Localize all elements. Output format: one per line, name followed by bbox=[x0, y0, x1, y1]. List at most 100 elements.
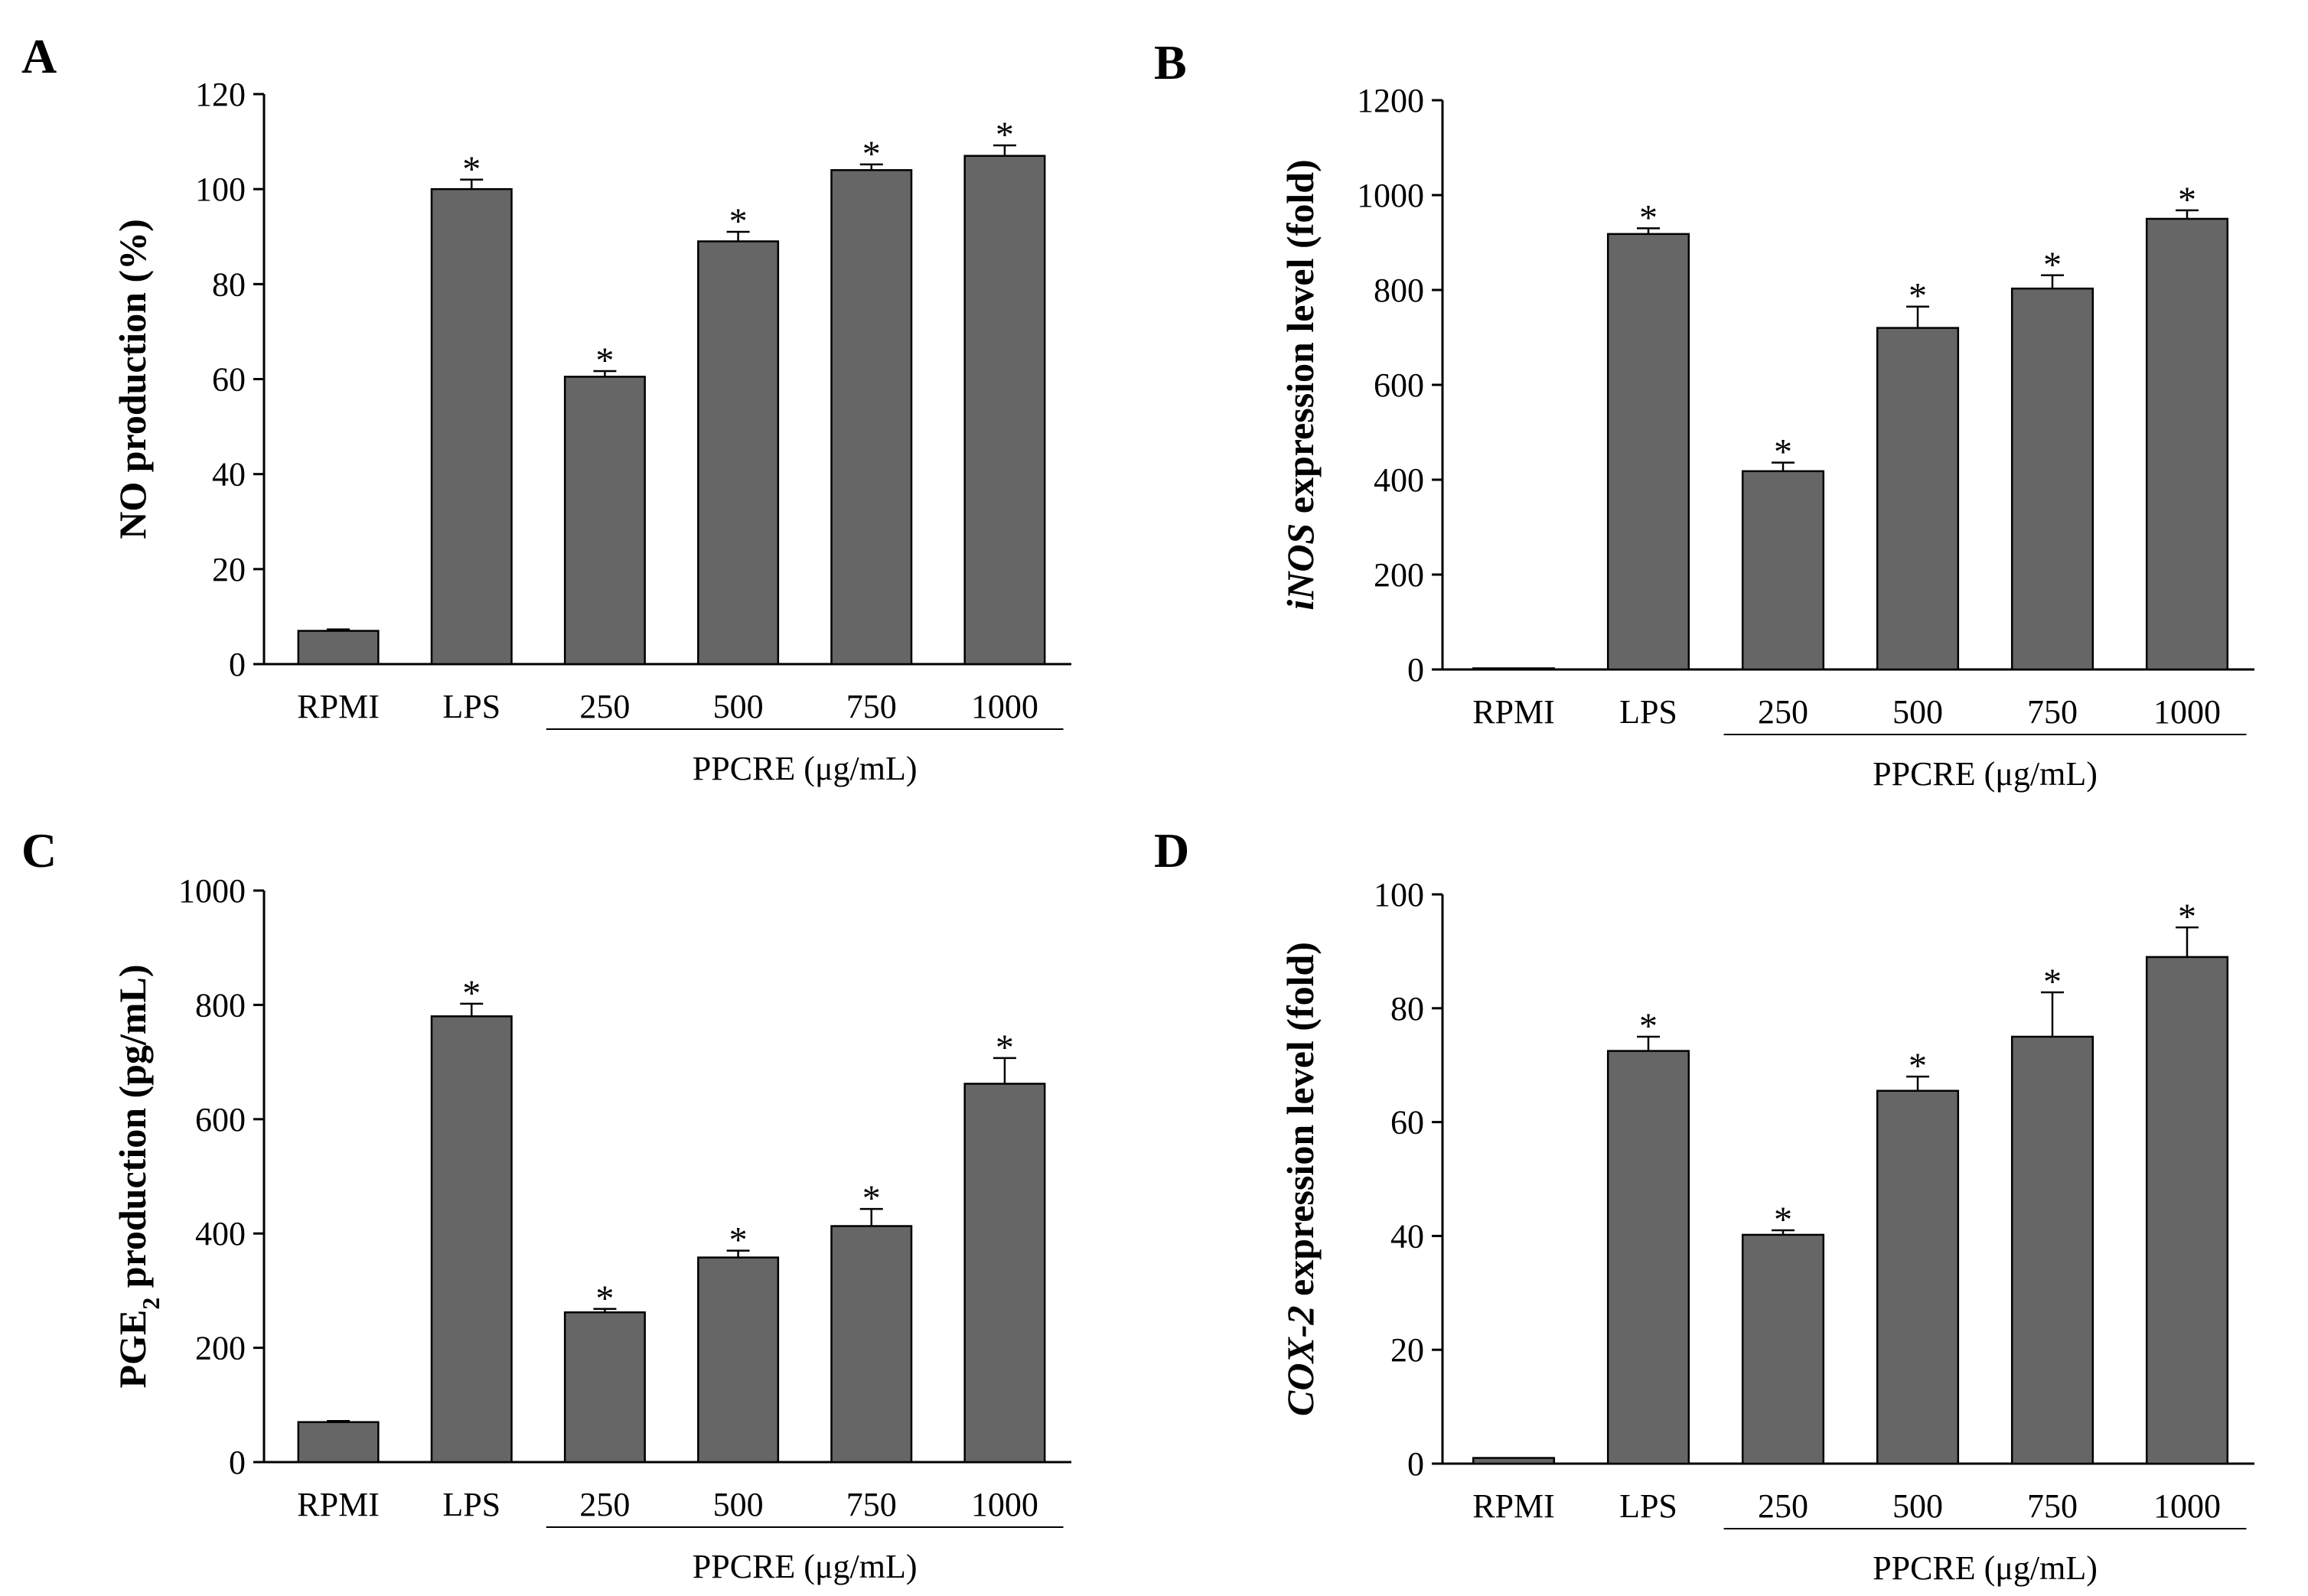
significance-marker: * bbox=[996, 115, 1014, 155]
category-label: 1000 bbox=[2153, 1487, 2221, 1525]
bar bbox=[1741, 470, 1825, 671]
category-label: 250 bbox=[1758, 693, 1808, 731]
category-label: 500 bbox=[713, 688, 764, 725]
chart-panel-b: B 0 200 400 600 800 1000 1200 RPMI * LPS * 250 * 500 *… bbox=[1154, 0, 2308, 798]
category-label: 250 bbox=[579, 688, 630, 725]
y-tick-label: 1000 bbox=[178, 872, 246, 910]
y-tick-label: 0 bbox=[1407, 1445, 1424, 1483]
y-tick-label: 120 bbox=[195, 76, 246, 113]
chart-panel-a: A 0 20 40 60 80 100 120 RPMI * LPS * 250 * 500 * 750 * 10… bbox=[0, 0, 1154, 798]
y-tick-label: 400 bbox=[195, 1215, 246, 1252]
y-axis-label: NO production (%) bbox=[111, 219, 154, 539]
significance-marker: * bbox=[1639, 1006, 1658, 1047]
category-label: RPMI bbox=[297, 1486, 380, 1523]
y-tick-label: 80 bbox=[212, 265, 246, 303]
bar bbox=[2010, 287, 2094, 671]
category-label: 500 bbox=[1892, 693, 1943, 731]
category-label: 750 bbox=[846, 688, 897, 725]
category-label: 750 bbox=[846, 1486, 897, 1523]
y-tick-label: 800 bbox=[195, 986, 246, 1024]
significance-marker: * bbox=[862, 1178, 881, 1219]
bar bbox=[1472, 1457, 1556, 1465]
panel-letter-d: D bbox=[1154, 823, 1190, 878]
significance-marker: * bbox=[862, 134, 881, 174]
significance-marker: * bbox=[2178, 897, 2196, 937]
bar bbox=[297, 1421, 380, 1464]
panel-letter-c: C bbox=[21, 823, 57, 878]
significance-marker: * bbox=[1909, 276, 1927, 317]
significance-marker: * bbox=[2043, 962, 2062, 1002]
significance-marker: * bbox=[595, 340, 614, 381]
category-label: LPS bbox=[442, 1486, 500, 1523]
bar bbox=[830, 169, 913, 666]
x-axis-label: PPCRE (μg/mL) bbox=[693, 1548, 918, 1585]
y-tick-label: 800 bbox=[1374, 272, 1424, 309]
y-tick-label: 100 bbox=[1374, 876, 1424, 914]
category-label: 750 bbox=[2027, 1487, 2078, 1525]
x-axis-label: PPCRE (μg/mL) bbox=[1873, 1549, 2098, 1587]
y-tick-label: 400 bbox=[1374, 461, 1424, 499]
significance-marker: * bbox=[1639, 197, 1658, 238]
chart-svg: 0 200 400 600 800 1000 RPMI * LPS * 250 * 500 * 750 * 10… bbox=[111, 872, 1071, 1585]
panel-letter-a: A bbox=[21, 29, 57, 83]
bar bbox=[1606, 1050, 1690, 1465]
y-tick-label: 20 bbox=[212, 551, 246, 588]
bar bbox=[1606, 233, 1690, 671]
bar bbox=[697, 1256, 780, 1464]
bar bbox=[1876, 1090, 1960, 1465]
category-label: LPS bbox=[442, 688, 500, 725]
significance-marker: * bbox=[595, 1278, 614, 1319]
y-axis-label: PGE2 production (pg/mL) bbox=[111, 964, 165, 1388]
bar bbox=[963, 155, 1046, 666]
y-axis-label: COX-2 expression level (fold) bbox=[1279, 942, 1322, 1416]
category-label: 250 bbox=[579, 1486, 630, 1523]
bar bbox=[1741, 1233, 1825, 1465]
significance-marker: * bbox=[729, 201, 748, 242]
y-axis-label: iNOS expression level (fold) bbox=[1279, 159, 1322, 610]
bar bbox=[563, 376, 646, 666]
category-label: RPMI bbox=[297, 688, 380, 725]
y-tick-label: 40 bbox=[212, 456, 246, 493]
chart-svg: 0 200 400 600 800 1000 1200 RPMI * LPS * 250 * 500 * 75… bbox=[1279, 82, 2254, 793]
category-label: 1000 bbox=[971, 1486, 1038, 1523]
bar bbox=[963, 1083, 1046, 1464]
y-tick-label: 100 bbox=[195, 171, 246, 208]
y-tick-label: 80 bbox=[1390, 990, 1424, 1028]
chart-panel-d: D 0 20 40 60 80 100 RPMI * LPS * 250 * 500 * 750 * 1000 P… bbox=[1154, 798, 2308, 1596]
bar bbox=[563, 1311, 646, 1464]
significance-marker: * bbox=[996, 1028, 1014, 1068]
significance-marker: * bbox=[2043, 245, 2062, 285]
category-label: 1000 bbox=[971, 688, 1038, 725]
y-tick-label: 20 bbox=[1390, 1331, 1424, 1369]
category-label: 250 bbox=[1758, 1487, 1808, 1525]
y-tick-label: 0 bbox=[229, 646, 246, 683]
bar bbox=[430, 1015, 513, 1464]
bar bbox=[1876, 327, 1960, 671]
bar bbox=[2010, 1035, 2094, 1465]
category-label: LPS bbox=[1619, 693, 1677, 731]
chart-svg: 0 20 40 60 80 100 RPMI * LPS * 250 * 500 * 750 * 1000 PPC… bbox=[1279, 876, 2254, 1587]
y-tick-label: 60 bbox=[1390, 1104, 1424, 1142]
y-tick-label: 1200 bbox=[1357, 82, 1424, 119]
bar bbox=[830, 1225, 913, 1464]
y-tick-label: 0 bbox=[229, 1444, 246, 1481]
significance-marker: * bbox=[729, 1220, 748, 1261]
significance-marker: * bbox=[2178, 180, 2196, 220]
y-tick-label: 200 bbox=[1374, 556, 1424, 594]
chart-svg: 0 20 40 60 80 100 120 RPMI * LPS * 250 * 500 * 750 * 1000… bbox=[111, 76, 1071, 787]
x-axis-label: PPCRE (μg/mL) bbox=[693, 750, 918, 787]
y-tick-label: 40 bbox=[1390, 1217, 1424, 1255]
chart-panel-c: C 0 200 400 600 800 1000 RPMI * LPS * 250 * 500 * 750 *… bbox=[0, 798, 1154, 1596]
bar bbox=[1472, 667, 1556, 671]
x-axis-label: PPCRE (μg/mL) bbox=[1873, 755, 2098, 793]
significance-marker: * bbox=[1774, 432, 1792, 473]
significance-marker: * bbox=[462, 149, 481, 190]
bar bbox=[430, 187, 513, 666]
y-tick-label: 600 bbox=[195, 1101, 246, 1138]
y-tick-label: 60 bbox=[212, 361, 246, 399]
y-tick-label: 0 bbox=[1407, 651, 1424, 689]
bar bbox=[2145, 956, 2229, 1465]
bar bbox=[297, 630, 380, 666]
significance-marker: * bbox=[1909, 1046, 1927, 1086]
category-label: LPS bbox=[1619, 1487, 1677, 1525]
